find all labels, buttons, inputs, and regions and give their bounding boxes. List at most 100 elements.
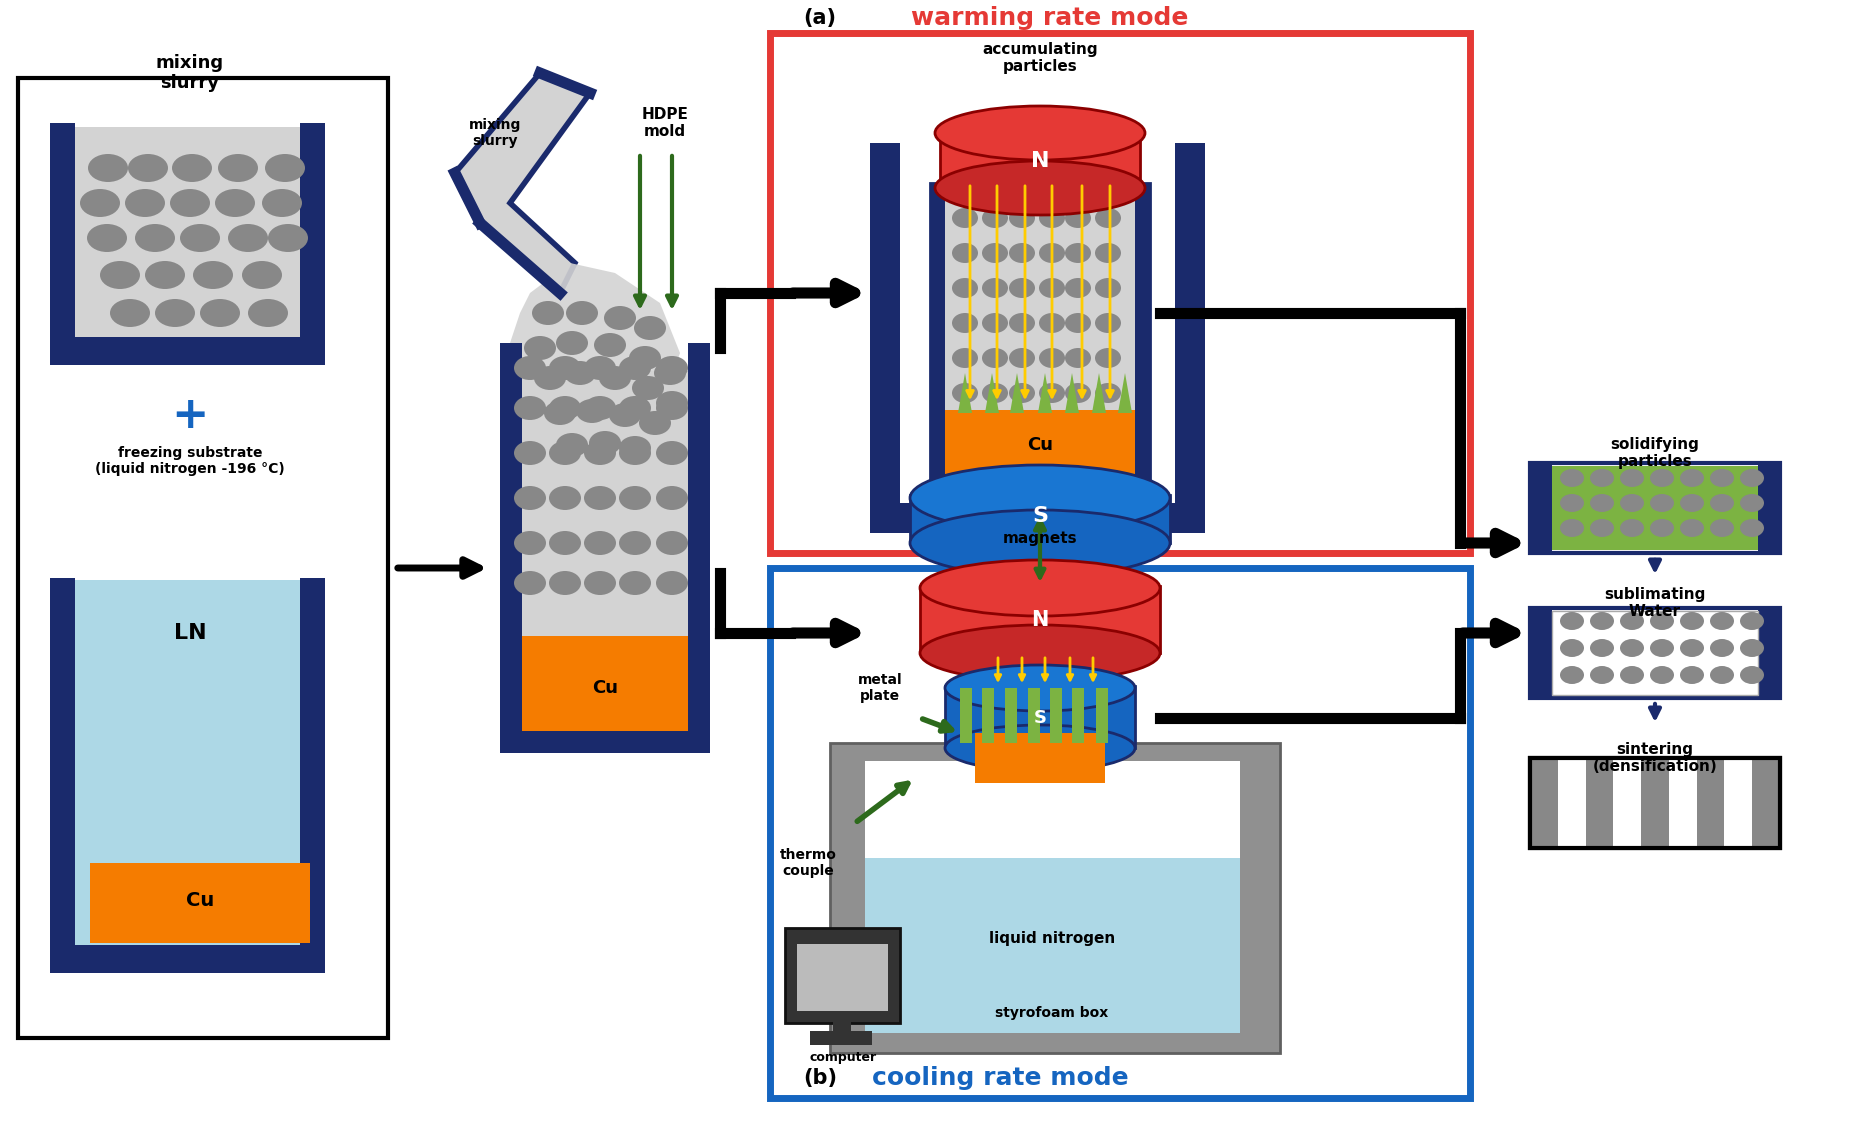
Text: (a): (a) <box>804 8 836 28</box>
Ellipse shape <box>921 625 1161 681</box>
Ellipse shape <box>248 299 289 327</box>
Bar <box>51 945 324 973</box>
Ellipse shape <box>982 348 1009 368</box>
Bar <box>786 928 900 1023</box>
Ellipse shape <box>1065 278 1091 298</box>
Text: N: N <box>1031 610 1048 630</box>
Bar <box>921 586 1161 653</box>
Ellipse shape <box>1065 242 1091 263</box>
Ellipse shape <box>1620 666 1644 684</box>
Ellipse shape <box>514 486 546 510</box>
Bar <box>1005 688 1016 743</box>
Text: N: N <box>1031 151 1050 171</box>
Ellipse shape <box>534 366 566 390</box>
Polygon shape <box>1039 373 1052 414</box>
Bar <box>300 578 324 948</box>
Ellipse shape <box>1680 469 1704 487</box>
Ellipse shape <box>952 278 979 298</box>
Ellipse shape <box>88 154 128 182</box>
Ellipse shape <box>264 154 306 182</box>
Ellipse shape <box>576 399 608 423</box>
Ellipse shape <box>982 242 1009 263</box>
Ellipse shape <box>945 665 1134 712</box>
Ellipse shape <box>1740 494 1764 512</box>
Ellipse shape <box>171 189 210 218</box>
Ellipse shape <box>514 356 546 380</box>
Ellipse shape <box>193 261 232 289</box>
Ellipse shape <box>1650 469 1674 487</box>
Bar <box>870 143 900 503</box>
Ellipse shape <box>1039 383 1065 403</box>
Ellipse shape <box>1009 348 1035 368</box>
Bar <box>300 123 324 343</box>
Ellipse shape <box>1620 612 1644 630</box>
Ellipse shape <box>1740 469 1764 487</box>
Ellipse shape <box>1065 383 1091 403</box>
Bar <box>1028 688 1041 743</box>
Ellipse shape <box>549 486 581 510</box>
Ellipse shape <box>632 376 664 400</box>
Ellipse shape <box>268 224 308 252</box>
Ellipse shape <box>99 261 141 289</box>
Polygon shape <box>958 373 971 414</box>
Ellipse shape <box>135 224 174 252</box>
Ellipse shape <box>634 316 666 340</box>
Ellipse shape <box>1590 666 1614 684</box>
Bar <box>688 343 711 753</box>
Text: warming rate mode: warming rate mode <box>911 6 1189 29</box>
Ellipse shape <box>583 571 617 595</box>
Bar <box>51 578 75 948</box>
Ellipse shape <box>1039 348 1065 368</box>
Ellipse shape <box>1039 208 1065 228</box>
Ellipse shape <box>1590 519 1614 537</box>
Polygon shape <box>1091 373 1106 414</box>
Ellipse shape <box>1590 639 1614 657</box>
Bar <box>771 568 1470 1098</box>
Ellipse shape <box>564 361 596 385</box>
Ellipse shape <box>1065 348 1091 368</box>
Ellipse shape <box>1009 278 1035 298</box>
Bar <box>1552 466 1759 550</box>
Ellipse shape <box>604 306 636 330</box>
Ellipse shape <box>639 411 671 435</box>
Ellipse shape <box>945 725 1134 770</box>
Ellipse shape <box>1009 208 1035 228</box>
Ellipse shape <box>216 189 255 218</box>
Bar <box>51 337 324 365</box>
Bar <box>521 636 688 731</box>
Ellipse shape <box>1560 519 1584 537</box>
Text: mixing
slurry: mixing slurry <box>156 53 225 93</box>
Ellipse shape <box>1740 612 1764 630</box>
Ellipse shape <box>656 571 688 595</box>
Bar <box>1586 758 1612 847</box>
Ellipse shape <box>952 383 979 403</box>
Ellipse shape <box>921 560 1161 616</box>
Bar <box>1641 758 1669 847</box>
Ellipse shape <box>619 486 651 510</box>
Ellipse shape <box>1095 242 1121 263</box>
Ellipse shape <box>609 403 641 427</box>
Bar <box>51 123 75 343</box>
Bar <box>90 863 309 943</box>
Ellipse shape <box>619 356 651 380</box>
Ellipse shape <box>156 299 195 327</box>
Ellipse shape <box>1560 666 1584 684</box>
Ellipse shape <box>1680 519 1704 537</box>
Ellipse shape <box>583 486 617 510</box>
Ellipse shape <box>1680 494 1704 512</box>
Ellipse shape <box>1065 313 1091 333</box>
Text: liquid nitrogen: liquid nitrogen <box>988 930 1116 946</box>
Bar <box>1669 758 1697 847</box>
Ellipse shape <box>128 154 169 182</box>
Ellipse shape <box>81 189 120 218</box>
Ellipse shape <box>583 441 617 465</box>
Ellipse shape <box>218 154 259 182</box>
Ellipse shape <box>619 441 651 465</box>
Ellipse shape <box>201 299 240 327</box>
Ellipse shape <box>1740 666 1764 684</box>
Bar <box>1558 758 1586 847</box>
Ellipse shape <box>1680 666 1704 684</box>
Ellipse shape <box>1039 278 1065 298</box>
Text: Cu: Cu <box>186 892 214 911</box>
Bar <box>1530 463 1779 553</box>
